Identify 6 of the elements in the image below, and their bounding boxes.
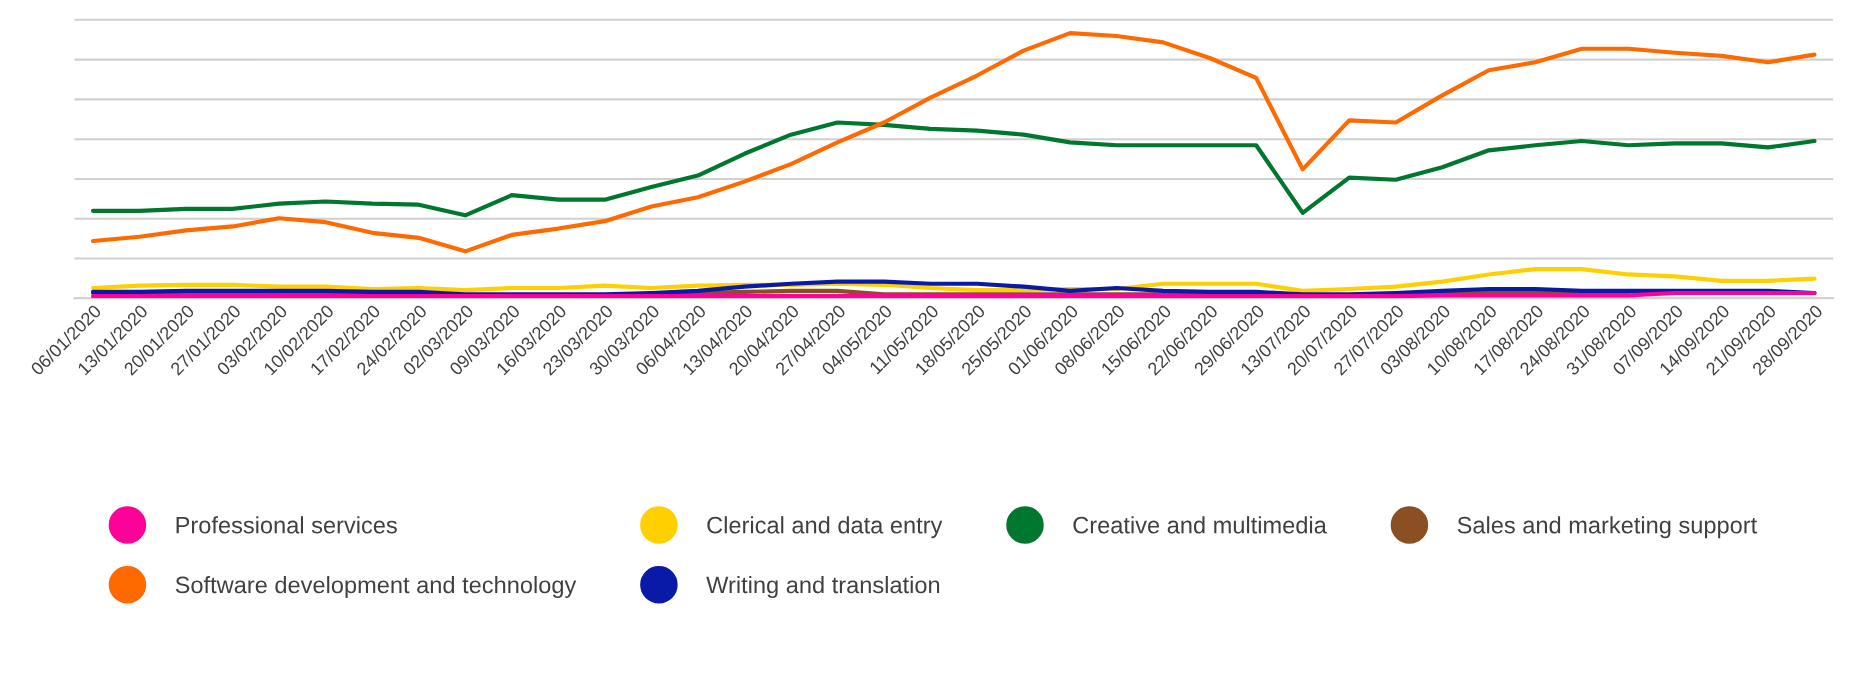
legend-label: Clerical and data entry: [707, 516, 943, 539]
legend-label: Creative and multimedia: [1073, 516, 1327, 534]
legend-label: Writing and translation: [706, 575, 940, 598]
legend-label: Professional services: [176, 516, 397, 534]
legend-label: Sales and marketing support: [1457, 516, 1758, 539]
legend-label: Software development and technology: [175, 575, 577, 598]
